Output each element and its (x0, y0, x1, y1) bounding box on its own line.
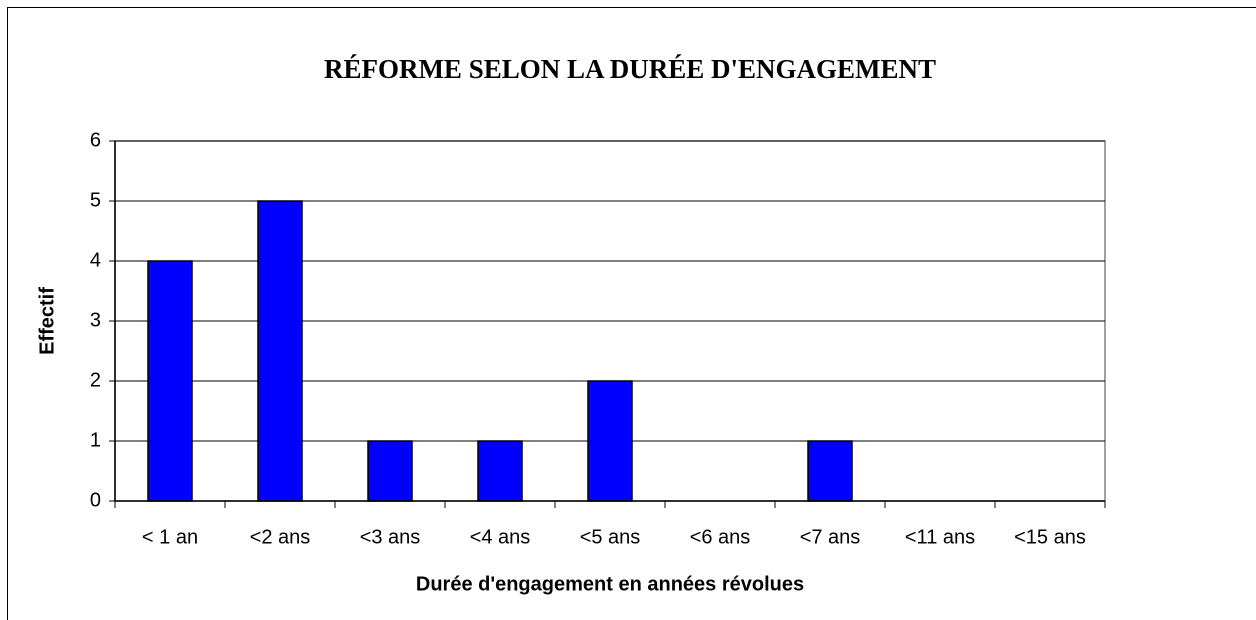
x-tick-label: <3 ans (360, 526, 421, 548)
x-tick-label: <15 ans (1014, 526, 1086, 548)
bar (257, 200, 303, 502)
bar (587, 380, 633, 502)
x-tick-label: <7 ans (800, 526, 861, 548)
y-tick-label: 0 (90, 489, 101, 511)
bar (807, 440, 853, 502)
chart-border (7, 7, 1256, 620)
x-tick-label: <2 ans (250, 526, 311, 548)
x-tick-label: <4 ans (470, 526, 531, 548)
y-tick-label: 1 (90, 429, 101, 451)
x-tick-label: < 1 an (142, 526, 198, 548)
x-tick-label: <6 ans (690, 526, 751, 548)
bar (367, 440, 413, 502)
y-tick-label: 4 (90, 249, 101, 271)
y-tick-label: 3 (90, 309, 101, 331)
bar (147, 260, 193, 502)
y-axis-label: Effectif (36, 287, 58, 355)
y-tick-label: 6 (90, 129, 101, 151)
y-tick-label: 2 (90, 369, 101, 391)
x-tick-label: <11 ans (905, 526, 975, 548)
x-axis-label: Durée d'engagement en années révolues (416, 573, 804, 595)
bar (477, 440, 523, 502)
y-tick-label: 5 (90, 189, 101, 211)
chart-title: RÉFORME SELON LA DURÉE D'ENGAGEMENT (324, 54, 936, 84)
x-tick-label: <5 ans (580, 526, 641, 548)
